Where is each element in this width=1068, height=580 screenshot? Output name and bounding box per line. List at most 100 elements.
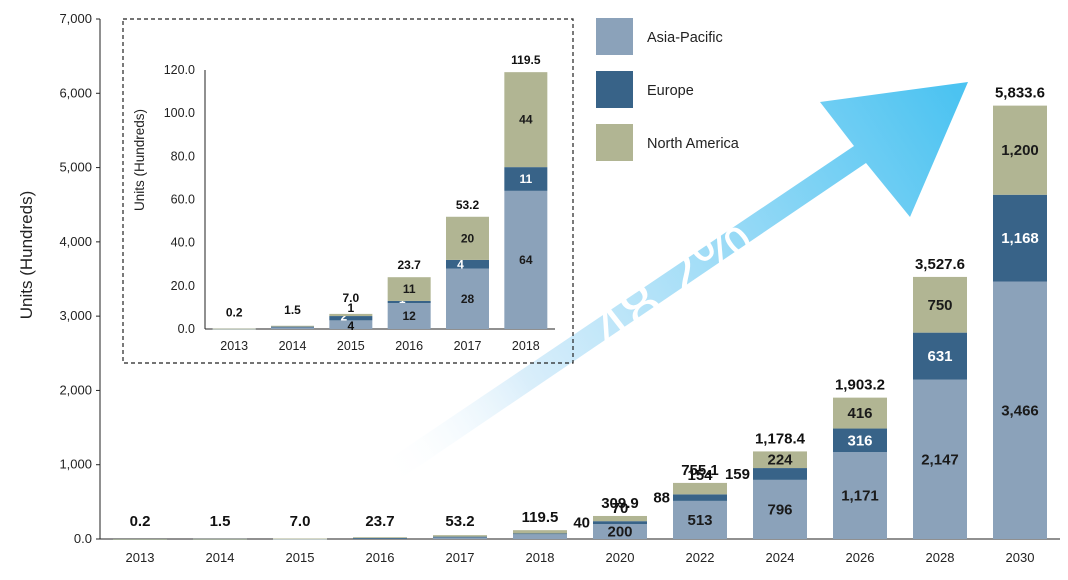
bar-segment-europe-2022 (673, 494, 727, 501)
bar-segment-asia-pacific-2022 (673, 500, 727, 539)
legend-swatch-asia-pacific (596, 18, 633, 55)
inset-bar-value-label: 12 (402, 309, 416, 323)
y-tick-label: 7,000 (59, 11, 92, 26)
inset-bar-segment-asia-pacific-2014 (271, 327, 314, 329)
bar-value-label: 316 (847, 432, 872, 449)
bar-total-label: 309.9 (601, 495, 639, 512)
inset-bar-segment-asia-pacific-2015 (329, 320, 373, 329)
inset-bar-value-label: 11 (519, 172, 532, 186)
x-tick-label: 2020 (606, 550, 635, 565)
inset-x-tick-label: 2018 (512, 339, 540, 353)
bar-total-label: 1,903.2 (835, 377, 885, 394)
bar-total-label: 0.2 (130, 513, 151, 530)
inset-bar-value-label: 4 (457, 258, 464, 272)
inset-bar-value-label: 11 (403, 282, 416, 296)
bar-segment-north-america-2015 (273, 538, 327, 540)
bar-total-label: 1.5 (210, 513, 231, 530)
inset-bar-segment-europe-2014 (271, 326, 314, 328)
x-tick-label: 2022 (686, 550, 715, 565)
bar-segment-north-america-2014 (193, 538, 247, 540)
bar-segment-asia-pacific-2026 (833, 452, 887, 539)
bar-value-label: 796 (767, 501, 792, 518)
inset-y-tick-label: 120.0 (164, 63, 195, 77)
bar-value-label: 70 (612, 500, 629, 517)
inset-bar-total-label: 7.0 (342, 291, 359, 305)
bar-segment-asia-pacific-2024 (753, 479, 807, 539)
bar-segment-asia-pacific-2020 (593, 524, 647, 539)
bar-segment-north-america-2026 (833, 397, 887, 429)
inset-x-tick-label: 2013 (220, 339, 248, 353)
bar-value-label: 416 (847, 405, 872, 422)
bar-segment-asia-pacific-2018 (513, 534, 567, 539)
inset-x-tick-label: 2014 (279, 339, 307, 353)
inset-bar-value-label: 2 (340, 309, 347, 323)
inset-bar-value-label: 64 (519, 253, 533, 267)
bar-value-label: 200 (607, 524, 632, 541)
inset-y-axis-label: Units (Hundreds) (132, 109, 147, 211)
inset-bar-segment-north-america-2015 (329, 313, 373, 317)
inset-bar-segment-north-america-2016 (387, 277, 431, 301)
x-tick-label: 2014 (206, 550, 235, 565)
inset-bar-segment-asia-pacific-2017 (446, 268, 489, 329)
inset-bar-segment-asia-pacific-2016 (387, 303, 431, 329)
inset-frame (122, 18, 574, 364)
inset-y-tick-label: 0.0 (178, 322, 195, 336)
bar-value-label: 1,171 (841, 488, 879, 505)
bar-value-label: 1,200 (1001, 142, 1039, 159)
inset-bar-value-label: 44 (519, 113, 533, 127)
bar-total-label: 755.1 (681, 462, 719, 479)
y-axis-label: Units (Hundreds) (17, 191, 36, 320)
inset-bar-total-label: 119.5 (511, 53, 541, 67)
bar-total-label: 23.7 (365, 513, 394, 530)
bar-segment-europe-2026 (833, 428, 887, 453)
bar-value-label: 159 (725, 466, 750, 483)
x-tick-label: 2018 (526, 550, 555, 565)
bar-value-label: 154 (687, 467, 713, 484)
bar-segment-north-america-2024 (753, 451, 807, 469)
bar-total-label: 1,178.4 (755, 430, 806, 447)
bar-segment-north-america-2016 (353, 537, 407, 539)
bar-segment-europe-2018 (513, 533, 567, 535)
y-tick-label: 2,000 (59, 382, 92, 397)
x-tick-label: 2030 (1006, 550, 1035, 565)
bar-total-label: 7.0 (290, 513, 311, 530)
inset-bar-segment-asia-pacific-2018 (504, 190, 548, 329)
legend-label: North America (647, 136, 740, 152)
bar-value-label: 40 (573, 515, 590, 532)
bar-total-label: 53.2 (445, 513, 474, 530)
inset-y-tick-label: 80.0 (171, 149, 195, 163)
legend-swatch-europe (596, 71, 633, 108)
inset-x-tick-label: 2015 (337, 339, 365, 353)
bar-total-label: 5,833.6 (995, 85, 1045, 102)
x-tick-label: 2026 (846, 550, 875, 565)
inset-x-tick-label: 2017 (454, 339, 482, 353)
x-tick-label: 2016 (366, 550, 395, 565)
inset-bar-total-label: 23.7 (397, 258, 421, 272)
inset-bar-value-label: 1 (347, 301, 354, 315)
bar-value-label: 1,168 (1001, 230, 1039, 247)
bar-segment-europe-2017 (433, 536, 487, 538)
inset-bar-segment-north-america-2017 (446, 216, 489, 260)
legend-swatch-north-america (596, 124, 633, 161)
inset-y-tick-label: 20.0 (171, 279, 195, 293)
y-tick-label: 1,000 (59, 457, 92, 472)
bar-value-label: 88 (653, 490, 670, 507)
bar-value-label: 513 (687, 512, 712, 529)
inset-bar-segment-north-america-2018 (504, 72, 548, 168)
y-tick-label: 6,000 (59, 85, 92, 100)
inset-x-tick-label: 2016 (395, 339, 423, 353)
bar-total-label: 119.5 (522, 509, 559, 526)
x-tick-label: 2024 (766, 550, 795, 565)
bar-segment-north-america-2020 (593, 515, 647, 522)
inset-bar-segment-north-america-2013 (212, 328, 256, 330)
bar-value-label: 3,466 (1001, 402, 1039, 419)
inset-y-tick-label: 60.0 (171, 193, 195, 207)
bar-segment-asia-pacific-2028 (913, 379, 967, 539)
bar-segment-north-america-2013 (113, 538, 167, 540)
inset-bar-total-label: 0.2 (226, 306, 243, 320)
inset-bar-segment-europe-2017 (446, 259, 489, 269)
growth-arrow (358, 82, 968, 492)
inset-bar-total-label: 53.2 (456, 198, 480, 212)
inset-bar-value-label: 4 (347, 319, 354, 333)
